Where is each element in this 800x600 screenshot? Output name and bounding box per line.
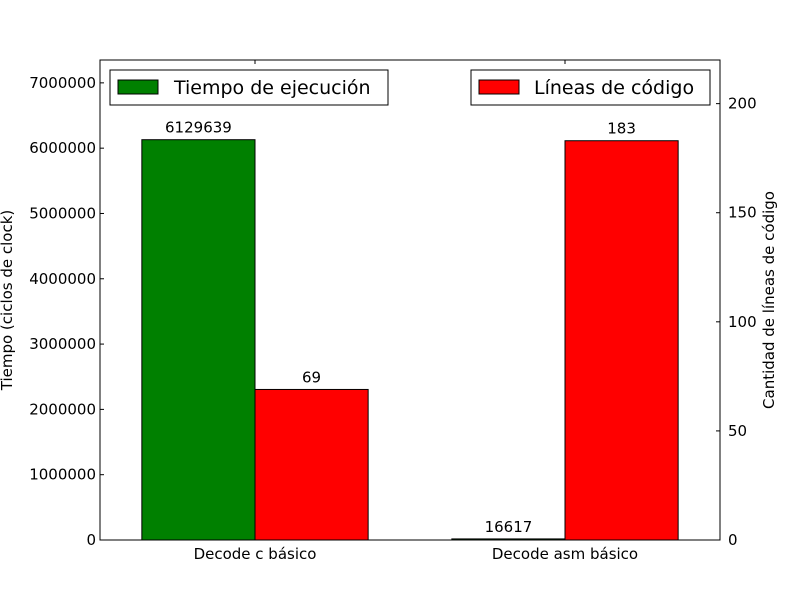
plot-frame xyxy=(99,59,721,541)
y2-tick-label: 0 xyxy=(728,531,738,549)
bar-lines-1 xyxy=(564,140,679,541)
value-labels: 6129639 69 16617 183 xyxy=(165,119,636,536)
y-axis-label: Tiempo (ciclos de clock) xyxy=(0,210,16,392)
legend-lines-swatch xyxy=(478,79,520,95)
legend-time-label: Tiempo de ejecución xyxy=(173,77,371,99)
y-tick-label: 6000000 xyxy=(29,139,96,157)
bar-lines-0 xyxy=(254,388,369,541)
y-tick-label: 4000000 xyxy=(29,270,96,288)
value-label-lines-1: 183 xyxy=(607,120,636,138)
bar-time-0 xyxy=(141,139,256,541)
y-tick-label: 5000000 xyxy=(29,204,96,222)
x-tick-label: Decode c básico xyxy=(194,545,317,563)
legend-time-swatch xyxy=(117,79,159,95)
legend-lines: Líneas de código xyxy=(470,69,711,106)
value-label-time-1: 16617 xyxy=(485,518,533,536)
y2-tick-label: 100 xyxy=(728,313,757,331)
value-label-lines-0: 69 xyxy=(302,368,321,386)
y2-tick-label: 150 xyxy=(728,204,757,222)
y2-tick-label: 50 xyxy=(728,422,747,440)
y-tick-label: 2000000 xyxy=(29,400,96,418)
legend-lines-label: Líneas de código xyxy=(534,77,694,99)
y-tick-label: 3000000 xyxy=(29,335,96,353)
y-tick-label: 1000000 xyxy=(29,466,96,484)
y2-tick-label: 200 xyxy=(728,95,757,113)
left-axis: 0 1000000 2000000 3000000 4000000 5000000 6000… xyxy=(29,74,104,549)
x-tick-label: Decode asm básico xyxy=(492,545,638,563)
y2-axis-label: Cantidad de líneas de código xyxy=(760,191,778,409)
value-label-time-0: 6129639 xyxy=(165,119,232,137)
x-axis: Decode c básico Decode asm básico xyxy=(194,60,638,563)
right-axis: 0 50 100 150 200 xyxy=(716,95,757,549)
bars-layer xyxy=(141,139,679,541)
legend-time: Tiempo de ejecución xyxy=(109,69,389,106)
y-tick-label: 0 xyxy=(86,531,96,549)
y-tick-label: 7000000 xyxy=(29,74,96,92)
